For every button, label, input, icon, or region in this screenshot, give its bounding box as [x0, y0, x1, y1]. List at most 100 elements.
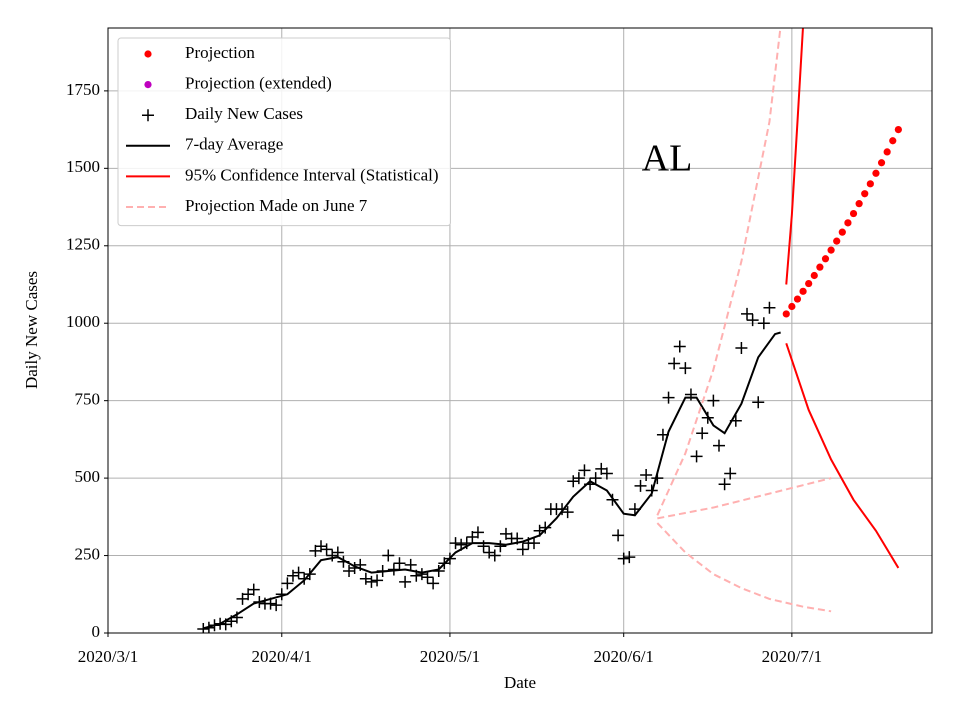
projection-point	[805, 279, 813, 288]
case-marker	[359, 572, 372, 585]
case-marker	[315, 540, 328, 553]
case-marker	[286, 569, 299, 582]
case-marker	[393, 557, 406, 570]
case-marker	[634, 479, 647, 492]
legend: Projection Projection (extended) Daily New…	[117, 37, 451, 227]
y-tick-label: 0	[92, 622, 101, 641]
case-marker	[662, 391, 675, 404]
y-axis-label: Daily New Cases	[22, 271, 41, 389]
projection-point	[861, 190, 869, 198]
case-marker	[483, 546, 496, 559]
projection-point	[821, 255, 830, 263]
projection-point	[827, 246, 835, 254]
case-marker	[399, 575, 412, 588]
x-tick-label: 2020/7/1	[762, 647, 822, 666]
y-tick-label: 500	[75, 467, 101, 486]
legend-label: Projection (extended)	[185, 74, 332, 93]
y-tick-label: 750	[75, 390, 101, 409]
legend-label: 7-day Average	[185, 135, 283, 154]
y-tick-label: 1750	[66, 80, 100, 99]
case-marker	[623, 551, 636, 564]
x-tick-label: 2020/5/1	[420, 647, 480, 666]
legend-marker	[144, 50, 152, 58]
y-tick-label: 250	[75, 544, 101, 563]
projection-point	[844, 219, 852, 227]
case-marker	[494, 540, 507, 553]
case-marker	[578, 464, 591, 477]
series-line	[785, 343, 900, 569]
axes-frame	[107, 27, 933, 634]
case-marker	[752, 396, 765, 409]
y-tick-label: 1000	[66, 312, 100, 331]
projection-point	[889, 137, 897, 145]
x-tick-label: 2020/6/1	[593, 647, 653, 666]
case-marker	[612, 529, 625, 542]
case-marker	[539, 521, 552, 534]
case-marker	[488, 549, 501, 562]
projection-point	[782, 310, 790, 318]
projection-point	[816, 263, 824, 271]
case-marker	[427, 577, 440, 590]
case-marker	[572, 472, 585, 485]
plot-area	[197, 28, 902, 633]
case-marker	[763, 301, 776, 314]
case-marker	[741, 307, 754, 320]
legend-label: Daily New Cases	[185, 104, 303, 123]
case-marker	[516, 543, 529, 556]
case-marker	[471, 526, 484, 539]
projection-point	[793, 295, 802, 303]
series-line	[656, 28, 782, 516]
case-marker	[746, 314, 759, 327]
case-marker	[320, 543, 333, 556]
projection-point	[799, 287, 807, 295]
projection-point	[894, 126, 902, 134]
legend-marker	[142, 109, 154, 122]
case-marker	[673, 340, 686, 353]
legend-box	[117, 37, 451, 227]
x-tick-label: 2020/3/1	[78, 647, 138, 666]
series-line	[785, 28, 804, 285]
case-marker	[757, 317, 770, 330]
annotation: AL	[642, 138, 693, 180]
case-marker	[326, 549, 339, 562]
case-marker	[718, 478, 731, 491]
series-line	[203, 331, 781, 630]
series-line	[657, 477, 832, 520]
projection-point	[810, 271, 818, 280]
legend-label: 95% Confidence Interval (Statistical)	[185, 165, 439, 184]
case-marker	[270, 599, 283, 612]
legend-marker	[144, 81, 152, 89]
case-marker	[735, 342, 748, 355]
case-marker	[449, 537, 462, 550]
series-line	[656, 522, 832, 613]
case-marker	[281, 577, 294, 590]
case-marker	[415, 568, 428, 581]
case-marker	[589, 472, 602, 485]
case-marker	[724, 467, 737, 480]
case-marker	[371, 574, 384, 587]
case-marker	[247, 583, 260, 596]
legend-label: Projection	[185, 43, 255, 62]
projection-point	[877, 159, 886, 167]
case-marker	[684, 388, 697, 401]
case-marker	[707, 394, 720, 407]
x-tick-label: 2020/4/1	[252, 647, 312, 666]
projection-point	[833, 237, 841, 245]
case-marker	[556, 503, 569, 516]
case-marker	[365, 575, 378, 588]
case-marker	[528, 537, 541, 550]
case-marker	[712, 439, 725, 452]
case-marker	[696, 427, 709, 440]
y-tick-label: 1500	[66, 157, 100, 176]
case-marker	[343, 565, 356, 578]
x-axis-label: Date	[504, 673, 536, 692]
case-marker	[617, 552, 630, 565]
case-marker	[382, 549, 395, 562]
case-marker	[690, 450, 703, 463]
case-marker	[404, 558, 417, 571]
projection-point	[883, 148, 891, 156]
projection-point	[838, 228, 846, 236]
projection-point	[866, 180, 874, 188]
